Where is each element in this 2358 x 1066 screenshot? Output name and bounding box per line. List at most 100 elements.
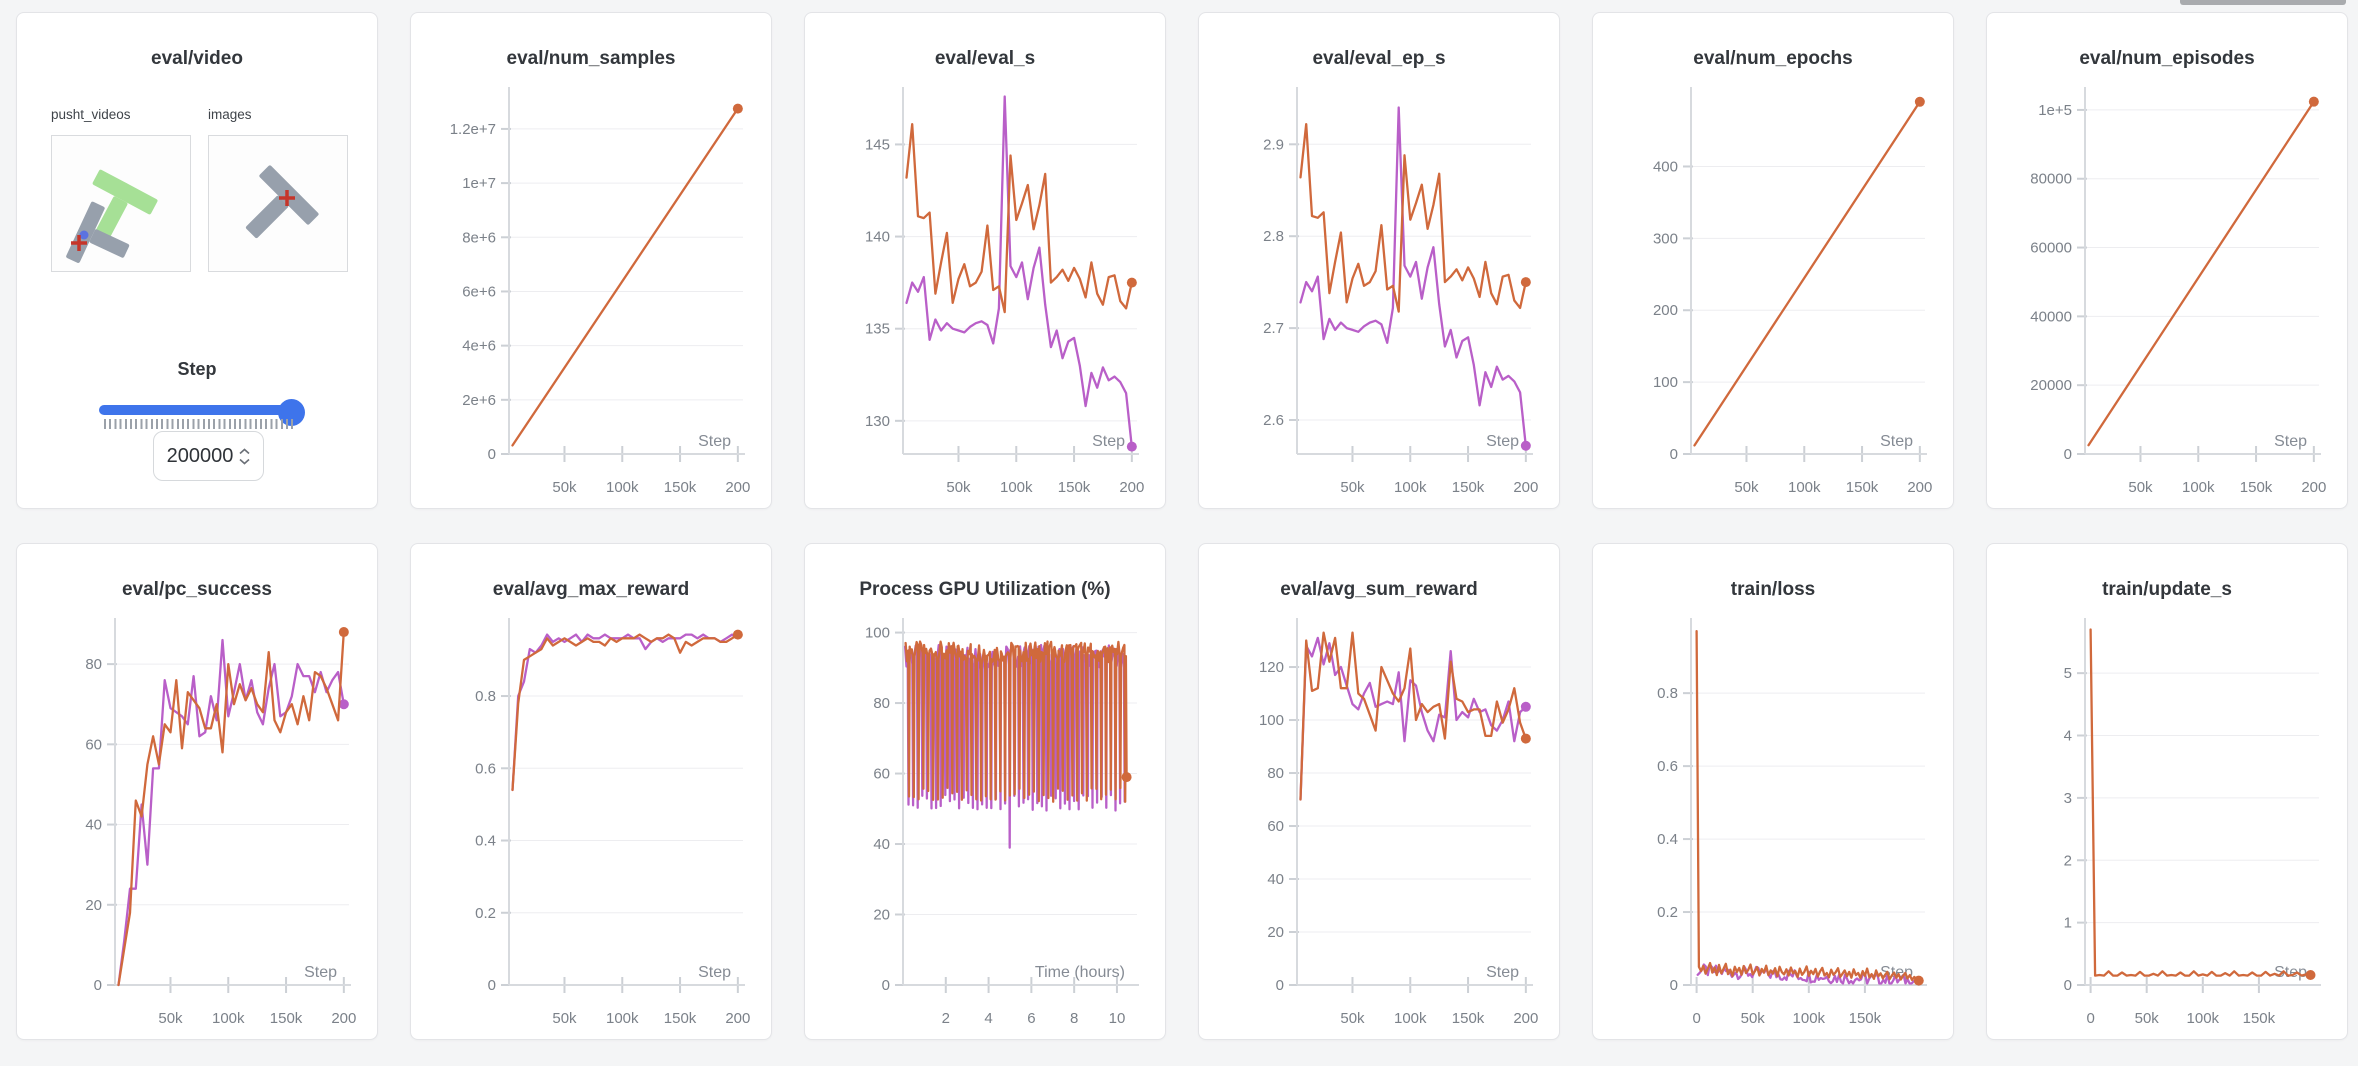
svg-text:100k: 100k — [606, 1010, 639, 1027]
svg-text:150k: 150k — [1452, 1010, 1485, 1027]
svg-text:2: 2 — [2064, 852, 2072, 869]
video-thumbnail-pusht[interactable] — [51, 135, 191, 272]
svg-text:6e+6: 6e+6 — [462, 283, 496, 300]
svg-text:40000: 40000 — [2030, 308, 2072, 325]
chart-title: eval/num_samples — [506, 48, 676, 69]
svg-text:150k: 150k — [664, 1010, 697, 1027]
svg-text:0: 0 — [1670, 977, 1678, 994]
svg-text:60: 60 — [1267, 818, 1284, 835]
svg-text:2.7: 2.7 — [1263, 320, 1284, 337]
svg-text:200: 200 — [725, 1010, 750, 1027]
svg-text:6: 6 — [1027, 1010, 1035, 1027]
svg-text:1: 1 — [2064, 915, 2072, 932]
svg-text:80: 80 — [85, 656, 102, 673]
svg-text:20000: 20000 — [2030, 377, 2072, 394]
chart-canvas-eval-pc-success[interactable]: 0 20 40 60 80 50k 100k 150k 200 Step — [17, 544, 377, 1039]
svg-text:50k: 50k — [1340, 479, 1365, 496]
chart-title: eval/avg_sum_reward — [1280, 579, 1478, 600]
svg-text:100k: 100k — [2187, 1010, 2220, 1027]
svg-text:50k: 50k — [946, 479, 971, 496]
chart-canvas-eval-num-episodes[interactable]: 0 20000 40000 60000 80000 1e+5 50k 100k 150k 200 S… — [1987, 13, 2347, 508]
svg-text:200: 200 — [1513, 1010, 1538, 1027]
svg-text:150k: 150k — [2243, 1010, 2276, 1027]
svg-text:50k: 50k — [158, 1010, 183, 1027]
chart-canvas-eval-eval-s[interactable]: 130 135 140 145 50k 100k 150k 200 Step — [805, 13, 1165, 508]
step-input[interactable]: 200000 — [153, 431, 264, 481]
chart-panel-eval-pc-success: eval/pc_success 0 20 40 60 80 50k 100k 150k 200 St… — [16, 543, 378, 1040]
svg-text:150k: 150k — [664, 479, 697, 496]
svg-text:40: 40 — [85, 817, 102, 834]
svg-text:40: 40 — [1267, 871, 1284, 888]
svg-text:100: 100 — [1259, 712, 1284, 729]
svg-text:Step: Step — [1092, 433, 1125, 450]
svg-text:0.8: 0.8 — [475, 688, 496, 705]
chart-canvas-eval-num-samples[interactable]: 0 2e+6 4e+6 6e+6 8e+6 1e+7 1.2e+7 50k 100k 150k 20… — [411, 13, 771, 508]
svg-text:50k: 50k — [2135, 1010, 2160, 1027]
svg-text:1e+5: 1e+5 — [2038, 102, 2072, 119]
svg-text:8e+6: 8e+6 — [462, 229, 496, 246]
svg-text:200: 200 — [1513, 479, 1538, 496]
chart-canvas-eval-avg-max-reward[interactable]: 0 0.2 0.4 0.6 0.8 50k 100k 150k 200 Step — [411, 544, 771, 1039]
step-input-value[interactable]: 200000 — [166, 444, 234, 467]
chevron-down-icon[interactable] — [239, 458, 250, 465]
chevron-up-icon[interactable] — [239, 447, 250, 455]
svg-text:50k: 50k — [1741, 1010, 1766, 1027]
svg-text:Time (hours): Time (hours) — [1035, 964, 1125, 981]
svg-text:Step: Step — [2274, 433, 2307, 450]
svg-text:100k: 100k — [212, 1010, 245, 1027]
images-scene-image — [245, 165, 319, 239]
svg-text:0.2: 0.2 — [1657, 904, 1678, 921]
svg-text:0.8: 0.8 — [1657, 685, 1678, 702]
stepper-spin-buttons — [239, 447, 250, 465]
svg-text:100k: 100k — [2182, 479, 2215, 496]
svg-text:40: 40 — [873, 836, 890, 853]
svg-text:400: 400 — [1653, 158, 1678, 175]
gray-t-shape — [66, 201, 130, 263]
gray-t-shape — [245, 165, 319, 239]
green-t-shape — [92, 169, 158, 240]
svg-text:140: 140 — [865, 229, 890, 246]
thumb-label-pusht-videos: pusht_videos — [51, 107, 131, 122]
svg-text:80: 80 — [1267, 765, 1284, 782]
svg-text:Step: Step — [1486, 433, 1519, 450]
svg-text:0.6: 0.6 — [475, 760, 496, 777]
svg-text:50k: 50k — [1340, 1010, 1365, 1027]
chart-canvas-train-update-s[interactable]: 0 1 2 3 4 5 0 50k 100k 150k Step — [1987, 544, 2347, 1039]
chart-canvas-eval-num-epochs[interactable]: 0 100 200 300 400 50k 100k 150k 200 Step — [1593, 13, 1953, 508]
svg-text:4e+6: 4e+6 — [462, 338, 496, 355]
svg-text:80000: 80000 — [2030, 171, 2072, 188]
chart-panel-process-gpu-utilization: Process GPU Utilization (%) 0 20 40 60 80 100 2… — [804, 543, 1166, 1040]
thumb-label-images: images — [208, 107, 252, 122]
svg-text:Step: Step — [304, 964, 337, 981]
pusht-scene-image — [66, 169, 158, 263]
chart-panel-eval-eval-ep-s: eval/eval_ep_s 2.6 2.7 2.8 2.9 50k 100k 150k 200… — [1198, 12, 1560, 509]
slider-label: Step — [177, 359, 217, 379]
svg-text:60000: 60000 — [2030, 240, 2072, 257]
step-slider-track[interactable] — [99, 405, 302, 415]
chart-canvas-eval-avg-sum-reward[interactable]: 0 20 40 60 80 100 120 50k 100k 150k 200 Step — [1199, 544, 1559, 1039]
chart-title: eval/pc_success — [121, 579, 272, 600]
svg-text:100k: 100k — [1394, 479, 1427, 496]
chart-canvas-process-gpu-utilization[interactable]: 0 20 40 60 80 100 2 4 6 8 10 Time (hours) — [805, 544, 1165, 1039]
chart-panel-eval-num-samples: eval/num_samples 0 2e+6 4e+6 6e+6 8e+6 1e+7 1.2… — [410, 12, 772, 509]
agent-dot — [79, 230, 89, 240]
video-panel: eval/video pusht_videos images — [16, 12, 378, 509]
svg-text:80: 80 — [873, 695, 890, 712]
scrollbar-fragment[interactable] — [2180, 0, 2346, 5]
svg-text:0.4: 0.4 — [1657, 831, 1678, 848]
svg-text:20: 20 — [873, 907, 890, 924]
svg-text:0: 0 — [1692, 1010, 1700, 1027]
chart-canvas-eval-eval-ep-s[interactable]: 2.6 2.7 2.8 2.9 50k 100k 150k 200 Step — [1199, 13, 1559, 508]
dashboard-grid: eval/video pusht_videos images — [16, 12, 2348, 1040]
chart-title: train/update_s — [2102, 579, 2232, 600]
svg-text:20: 20 — [85, 897, 102, 914]
chart-title: Process GPU Utilization (%) — [859, 579, 1111, 600]
svg-text:0: 0 — [1670, 446, 1678, 463]
video-thumbnail-images[interactable] — [208, 135, 348, 272]
svg-text:0: 0 — [94, 977, 102, 994]
svg-text:100: 100 — [865, 625, 890, 642]
svg-text:135: 135 — [865, 321, 890, 338]
svg-text:2.9: 2.9 — [1263, 136, 1284, 153]
svg-text:1e+7: 1e+7 — [462, 175, 496, 192]
